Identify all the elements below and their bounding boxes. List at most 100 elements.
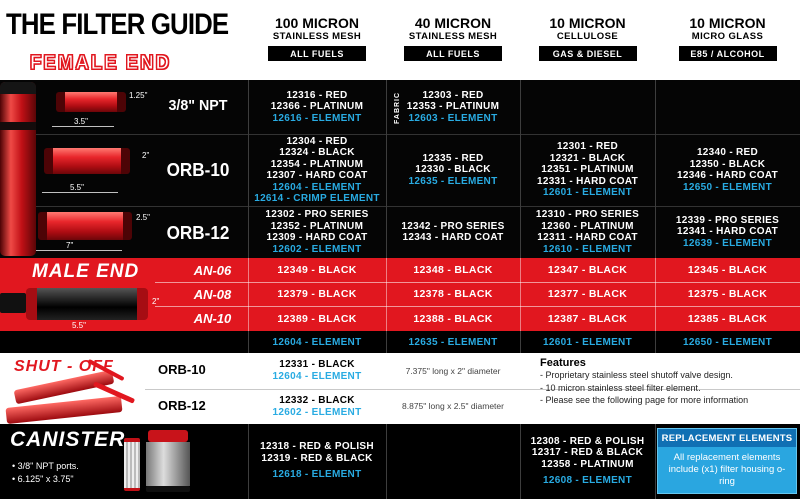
part-cell-orb10-100: 12304 - RED 12324 - BLACK 12354 - PLATINUM… [248, 134, 386, 206]
male-part-cell: 12349 - BLACK [277, 264, 357, 276]
canister-bullet: • 6.125" x 3.75" [12, 474, 74, 484]
replacement-elements-title: REPLACEMENT ELEMENTS [658, 429, 796, 447]
part-number: 12304 - RED [286, 135, 348, 147]
element-cell: 12601 - ELEMENT [543, 336, 632, 348]
part-number: 12608 - ELEMENT [543, 475, 632, 486]
female-end-label: FEMALE END [29, 51, 171, 74]
element-cell: 12650 - ELEMENT [683, 336, 772, 348]
male-part-cell: 12347 - BLACK [547, 264, 628, 276]
fuel-badge: ALL FUELS [268, 46, 366, 61]
row-label-an10: AN-10 [193, 311, 232, 326]
part-cell-orb12-10mg: 12339 - PRO SERIES 12341 - HARD COAT 12639… [655, 206, 800, 258]
divider [655, 331, 656, 353]
part-number: 12610 - ELEMENT [543, 243, 632, 255]
part-number: 12614 - CRIMP ELEMENT [254, 193, 380, 204]
part-number: 12341 - HARD COAT [676, 226, 779, 238]
divider [655, 80, 656, 258]
part-number: 12350 - BLACK [689, 158, 766, 170]
part-number: 12316 - RED [286, 89, 348, 101]
male-end-label: MALE END [32, 261, 140, 282]
divider [520, 424, 521, 499]
column-title: 10 MICRON [549, 15, 626, 31]
part-number: 12342 - PRO SERIES [401, 220, 505, 232]
features-title: Features [540, 357, 586, 369]
canister-part-cell-40 [386, 428, 520, 494]
dimension-label: 3.5" [74, 117, 88, 126]
canister-element-photo [124, 438, 140, 491]
feature-item: - Proprietary stainless steel shutoff va… [540, 370, 733, 380]
row-label-shutoff-orb12: ORB-12 [158, 398, 206, 413]
part-number: 12324 - BLACK [279, 147, 355, 158]
male-part-cell: 12389 - BLACK [277, 312, 357, 325]
divider [248, 258, 249, 331]
part-cell-orb12-100: 12302 - PRO SERIES 12352 - PLATINUM 12309 … [248, 206, 386, 258]
row-label-orb12: ORB-12 [166, 223, 230, 243]
shutoff-part-cell: 12332 - BLACK 12602 - ELEMENT [248, 391, 386, 423]
part-number: 12616 - ELEMENT [272, 112, 362, 124]
divider [248, 80, 249, 258]
divider [386, 331, 387, 353]
dimension-line [36, 250, 122, 251]
column-title: 100 MICRON [274, 15, 360, 31]
filter-photo-orb12 [38, 212, 132, 240]
part-number: 12639 - ELEMENT [683, 237, 772, 249]
divider [248, 331, 249, 353]
dimension-label: 7" [66, 241, 74, 250]
filter-photo-orb10 [44, 148, 130, 174]
part-number: 12604 - ELEMENT [272, 181, 362, 193]
part-number: 12331 - HARD COAT [536, 175, 639, 187]
part-number: 12319 - RED & BLACK [261, 452, 373, 464]
shutoff-size-note: 7.375" long x 2" diameter [405, 366, 501, 376]
column-header-40-micron: 40 MICRON STAINLESS MESH ALL FUELS [386, 16, 520, 61]
features-block: Features - Proprietary stainless steel s… [540, 357, 748, 407]
part-number: 12331 - BLACK [279, 359, 355, 370]
part-number: 12351 - PLATINUM [541, 164, 634, 176]
male-part-cell: 12378 - BLACK [413, 288, 493, 300]
dimension-label: 2.5" [136, 213, 150, 222]
part-number: 12301 - RED [556, 141, 619, 153]
divider [155, 282, 800, 283]
part-number: 12346 - HARD COAT [676, 170, 779, 181]
canister-part-cell-100: 12318 - RED & POLISH 12319 - RED & BLACK 1… [248, 428, 386, 494]
part-number: 12302 - PRO SERIES [265, 209, 369, 220]
part-number: 12335 - RED [422, 152, 484, 164]
part-cell-38npt-10mg [655, 80, 800, 134]
column-subtitle: CELLULOSE [556, 31, 619, 42]
part-cell-38npt-40: 12303 - RED 12353 - PLATINUM 12603 - ELEME… [386, 80, 520, 134]
column-header-10-micron-microglass: 10 MICRON MICRO GLASS E85 / ALCOHOL [655, 16, 800, 61]
part-number: 12618 - ELEMENT [272, 469, 362, 481]
divider [0, 134, 800, 135]
fuel-badge: E85 / ALCOHOL [678, 46, 777, 61]
part-number: 12353 - PLATINUM [406, 101, 500, 113]
dimension-line [42, 192, 118, 193]
part-number: 12352 - PLATINUM [270, 220, 364, 232]
part-cell-orb10-10cel: 12301 - RED 12321 - BLACK 12351 - PLATINUM… [520, 134, 655, 206]
part-number: 12321 - BLACK [549, 152, 626, 164]
part-number: 12358 - PLATINUM [541, 458, 634, 470]
part-number: 12309 - HARD COAT [266, 232, 368, 243]
male-elements-strip [0, 331, 800, 353]
divider [520, 80, 521, 258]
divider [655, 424, 656, 499]
part-number: 12317 - RED & BLACK [531, 447, 644, 458]
column-title: 40 MICRON [414, 15, 492, 31]
replacement-elements-text: All replacement elements include (x1) fi… [658, 447, 796, 493]
divider [520, 331, 521, 353]
divider [386, 258, 387, 331]
divider [248, 424, 249, 499]
filter-photo-38npt [56, 92, 126, 112]
part-number: 12307 - HARD COAT [266, 170, 368, 181]
divider [155, 306, 800, 307]
an-fitting-photo [0, 293, 26, 313]
inline-filter-photo-left [0, 82, 36, 256]
canister-label: CANISTER [10, 428, 126, 451]
filter-photo-male-an [26, 288, 148, 320]
dimension-label: 2" [152, 297, 160, 306]
part-number: 12339 - PRO SERIES [675, 214, 780, 226]
male-part-cell: 12345 - BLACK [687, 264, 768, 276]
dimension-label: 1.25" [129, 91, 148, 100]
part-cell-orb12-10cel: 12310 - PRO SERIES 12360 - PLATINUM 12311 … [520, 206, 655, 258]
part-cell-orb10-40: 12335 - RED 12330 - BLACK 12635 - ELEMENT [386, 134, 520, 206]
part-cell-38npt-100: 12316 - RED 12366 - PLATINUM 12616 - ELEME… [248, 80, 386, 134]
